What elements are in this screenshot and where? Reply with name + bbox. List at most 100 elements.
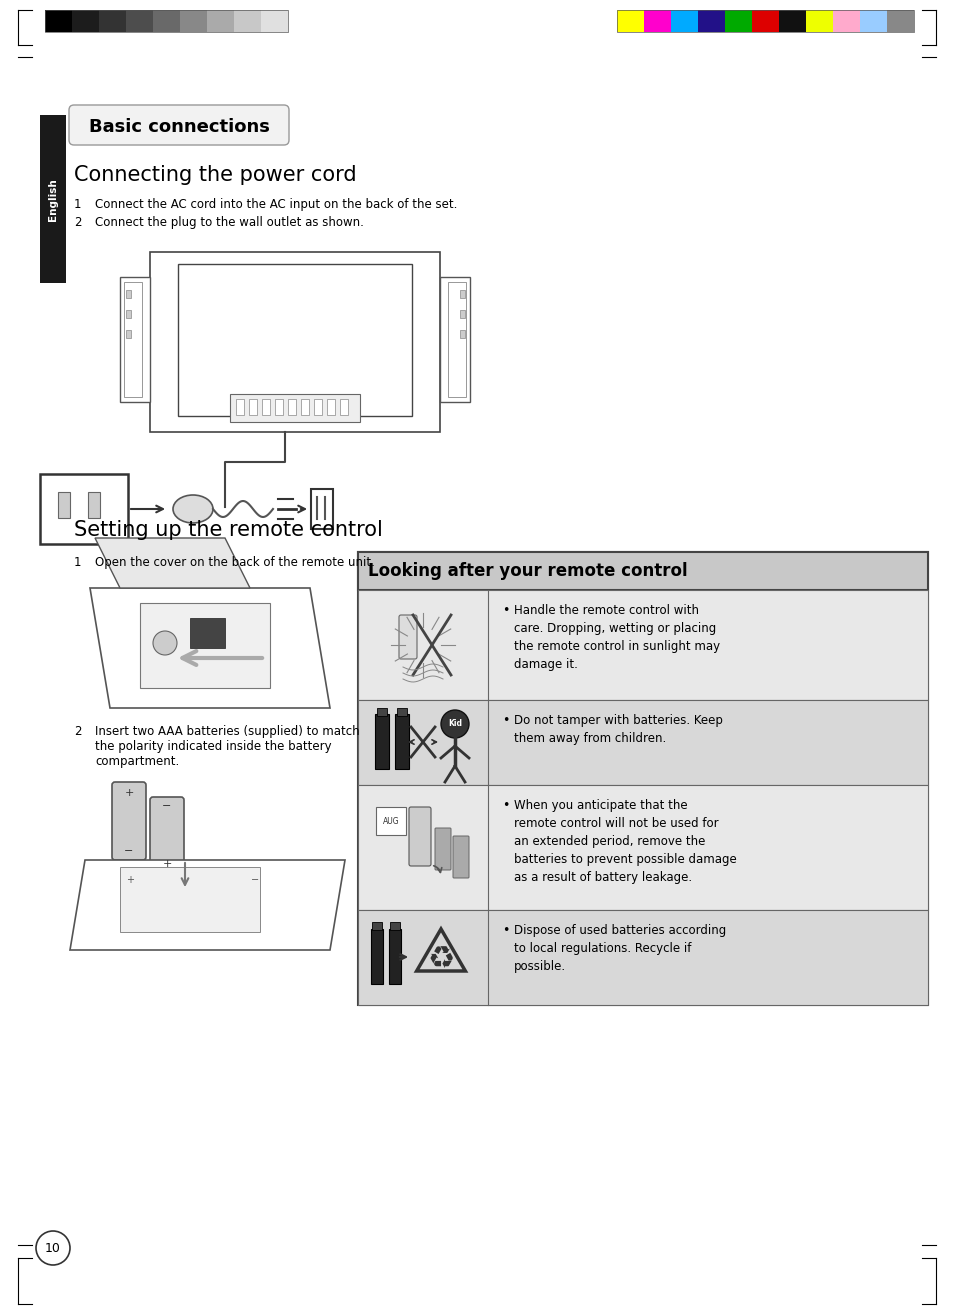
Bar bbox=[274, 399, 283, 415]
Bar bbox=[314, 399, 322, 415]
Circle shape bbox=[152, 631, 177, 654]
Bar bbox=[376, 708, 387, 716]
Bar bbox=[230, 394, 359, 422]
Bar bbox=[288, 399, 295, 415]
Text: Connecting the power cord: Connecting the power cord bbox=[74, 166, 356, 185]
Text: 10: 10 bbox=[45, 1242, 61, 1255]
Text: +: + bbox=[126, 875, 133, 886]
Bar bbox=[832, 11, 859, 32]
Text: When you anticipate that the
remote control will not be used for
an extended per: When you anticipate that the remote cont… bbox=[514, 799, 736, 884]
Bar bbox=[439, 277, 470, 402]
Bar bbox=[126, 11, 152, 32]
Bar bbox=[45, 11, 71, 32]
Bar bbox=[375, 714, 389, 769]
FancyBboxPatch shape bbox=[409, 807, 431, 866]
Text: −: − bbox=[124, 846, 133, 855]
Bar bbox=[448, 283, 465, 397]
Bar bbox=[301, 399, 309, 415]
Bar bbox=[357, 911, 927, 1005]
Bar bbox=[357, 590, 927, 700]
Bar bbox=[724, 11, 751, 32]
Text: Open the cover on the back of the remote unit.: Open the cover on the back of the remote… bbox=[95, 556, 375, 569]
Bar bbox=[372, 922, 381, 930]
Bar bbox=[71, 11, 99, 32]
Bar bbox=[886, 11, 913, 32]
Text: •: • bbox=[501, 714, 509, 727]
FancyBboxPatch shape bbox=[398, 615, 416, 660]
Bar bbox=[152, 11, 180, 32]
Bar bbox=[99, 11, 126, 32]
Text: +: + bbox=[124, 788, 133, 798]
Bar bbox=[180, 11, 207, 32]
Text: •: • bbox=[501, 924, 509, 937]
Bar bbox=[617, 11, 643, 32]
Bar bbox=[375, 807, 406, 834]
Bar bbox=[459, 290, 464, 298]
Bar bbox=[371, 929, 382, 984]
Bar bbox=[126, 330, 131, 338]
Bar bbox=[643, 11, 670, 32]
Text: −: − bbox=[162, 802, 172, 811]
Text: Kid: Kid bbox=[448, 720, 461, 728]
Bar bbox=[311, 489, 333, 530]
Text: ♻: ♻ bbox=[427, 945, 455, 974]
Bar bbox=[339, 399, 348, 415]
Bar bbox=[698, 11, 724, 32]
Bar bbox=[261, 11, 288, 32]
Bar bbox=[617, 11, 913, 32]
Bar bbox=[88, 491, 100, 518]
Text: −: − bbox=[251, 875, 259, 886]
Bar bbox=[262, 399, 270, 415]
Bar bbox=[124, 283, 142, 397]
FancyBboxPatch shape bbox=[69, 105, 289, 145]
Text: •: • bbox=[501, 604, 509, 618]
Text: 2: 2 bbox=[74, 215, 81, 229]
Bar bbox=[40, 474, 128, 544]
Circle shape bbox=[440, 710, 469, 738]
Text: AUG: AUG bbox=[382, 816, 399, 825]
Text: Dispose of used batteries according
to local regulations. Recycle if
possible.: Dispose of used batteries according to l… bbox=[514, 924, 725, 972]
Bar bbox=[395, 714, 409, 769]
Bar bbox=[670, 11, 698, 32]
Text: 1: 1 bbox=[74, 198, 81, 212]
Bar bbox=[396, 708, 407, 716]
Bar bbox=[190, 618, 225, 648]
Ellipse shape bbox=[172, 495, 213, 523]
Bar bbox=[207, 11, 233, 32]
Bar bbox=[327, 399, 335, 415]
FancyBboxPatch shape bbox=[453, 836, 469, 878]
FancyBboxPatch shape bbox=[435, 828, 451, 870]
Polygon shape bbox=[70, 859, 345, 950]
Text: Basic connections: Basic connections bbox=[89, 118, 269, 137]
Bar bbox=[178, 264, 412, 417]
Bar bbox=[40, 116, 66, 283]
Text: Insert two AAA batteries (supplied) to match: Insert two AAA batteries (supplied) to m… bbox=[95, 725, 359, 738]
Text: 2: 2 bbox=[74, 725, 81, 738]
Bar bbox=[459, 310, 464, 318]
Bar bbox=[357, 552, 927, 590]
Bar bbox=[779, 11, 805, 32]
Bar bbox=[459, 330, 464, 338]
Text: Handle the remote control with
care. Dropping, wetting or placing
the remote con: Handle the remote control with care. Dro… bbox=[514, 604, 720, 671]
Bar bbox=[120, 867, 260, 932]
Bar bbox=[45, 11, 288, 32]
Bar bbox=[140, 603, 270, 689]
Polygon shape bbox=[90, 587, 330, 708]
Text: Do not tamper with batteries. Keep
them away from children.: Do not tamper with batteries. Keep them … bbox=[514, 714, 722, 745]
FancyBboxPatch shape bbox=[112, 782, 146, 859]
Text: +: + bbox=[162, 859, 172, 869]
Text: 1: 1 bbox=[74, 556, 81, 569]
Bar bbox=[58, 491, 70, 518]
Text: Looking after your remote control: Looking after your remote control bbox=[368, 562, 687, 579]
Bar bbox=[751, 11, 779, 32]
Bar bbox=[249, 399, 256, 415]
Polygon shape bbox=[95, 537, 250, 587]
Bar bbox=[357, 784, 927, 911]
Bar bbox=[233, 11, 261, 32]
Bar bbox=[805, 11, 832, 32]
Text: Setting up the remote control: Setting up the remote control bbox=[74, 520, 382, 540]
FancyBboxPatch shape bbox=[150, 798, 184, 875]
Bar bbox=[859, 11, 886, 32]
Bar bbox=[150, 252, 439, 432]
Text: Connect the AC cord into the AC input on the back of the set.: Connect the AC cord into the AC input on… bbox=[95, 198, 456, 212]
